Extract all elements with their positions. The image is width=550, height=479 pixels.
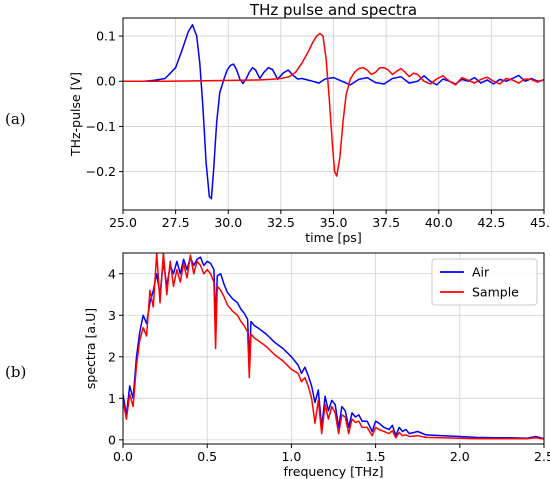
panel-a-label: (a) bbox=[5, 110, 26, 128]
panel-b-label: (b) bbox=[5, 363, 26, 381]
x-tick-label: 42.5 bbox=[477, 215, 505, 230]
series-line-sample bbox=[123, 253, 544, 440]
spectra-chart: 0.0 0.5 1.0 1.5 2.0 2.5 0 1 2 3 4 frequency [THz] sp… bbox=[83, 252, 550, 479]
series-line-air bbox=[123, 24, 544, 200]
y-tick-label: −0.2 bbox=[86, 164, 116, 179]
x-axis-label: time [ps] bbox=[305, 230, 361, 245]
x-axis-label: frequency [THz] bbox=[283, 464, 383, 479]
x-tick-label: 37.5 bbox=[372, 215, 400, 230]
y-axis-label: THz-pulse [V] bbox=[68, 72, 83, 157]
x-tick-label: 40.0 bbox=[425, 215, 453, 230]
y-tick-label: 0.0 bbox=[96, 74, 116, 89]
y-tick-label: 2 bbox=[108, 349, 116, 364]
legend-label-sample: Sample bbox=[472, 285, 519, 300]
y-tick-label: 4 bbox=[108, 266, 116, 281]
y-tick-label: 1 bbox=[108, 391, 116, 406]
y-axis-label: spectra [a.U] bbox=[83, 308, 98, 389]
y-tick-label: 0.1 bbox=[96, 29, 116, 44]
x-tick-label: 45.0 bbox=[530, 215, 550, 230]
x-tick-label: 2.0 bbox=[450, 449, 470, 464]
x-tick-label: 30.0 bbox=[214, 215, 242, 230]
y-tick-label: 0 bbox=[108, 432, 116, 447]
y-tick-label: −0.1 bbox=[86, 119, 116, 134]
plot-frame bbox=[122, 252, 545, 445]
x-tick-label: 0.5 bbox=[197, 449, 217, 464]
y-tick-label: 3 bbox=[108, 308, 116, 323]
x-tick-label: 1.0 bbox=[281, 449, 301, 464]
x-tick-label: 1.5 bbox=[366, 449, 386, 464]
legend-label-air: Air bbox=[472, 265, 490, 280]
series-line-sample bbox=[123, 32, 544, 177]
x-tick-label: 2.5 bbox=[534, 449, 550, 464]
legend-box bbox=[431, 258, 538, 306]
chart-title: THz pulse and spectra bbox=[249, 1, 417, 19]
x-tick-label: 32.5 bbox=[267, 215, 295, 230]
pulse-chart: 25.0 27.5 30.0 32.5 35.0 37.5 40.0 42.5 45.0 0.1 0… bbox=[68, 1, 550, 245]
x-tick-label: 27.5 bbox=[162, 215, 190, 230]
x-tick-label: 0.0 bbox=[113, 449, 133, 464]
x-tick-label: 25.0 bbox=[109, 215, 137, 230]
x-tick-label: 35.0 bbox=[320, 215, 348, 230]
